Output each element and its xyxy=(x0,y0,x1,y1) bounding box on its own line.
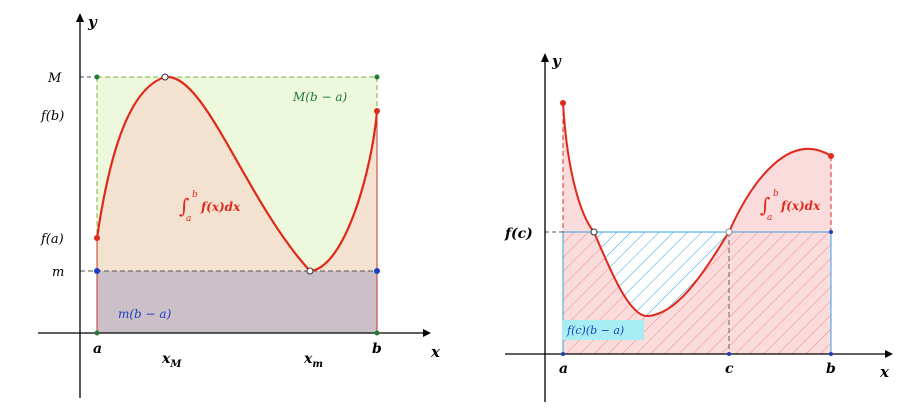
tick-label-c: c xyxy=(725,361,734,377)
point-m-left xyxy=(94,268,100,274)
integral-sign: ∫ xyxy=(760,193,770,217)
integral-sign: ∫ xyxy=(179,194,189,218)
tick-label-fc: f(c) xyxy=(504,226,533,242)
tick-label-a: a xyxy=(559,361,568,377)
rect-label: f(c)(b − a) xyxy=(566,324,624,337)
tick-label-xM: xM xyxy=(161,351,182,370)
point-a xyxy=(561,352,565,356)
x-axis-arrow xyxy=(423,329,431,337)
lower-rectangle xyxy=(97,271,377,333)
integral-lower-bound: a xyxy=(186,214,191,224)
right-y-axis-label: y xyxy=(551,52,562,70)
integral-expression: f(x)dx xyxy=(780,199,821,213)
point-a xyxy=(94,330,100,336)
integral-expression: f(x)dx xyxy=(200,200,241,214)
rect-label-bg xyxy=(562,320,644,340)
tick-label-xm: xm xyxy=(303,351,323,370)
point-min xyxy=(306,267,314,275)
right-integral-label: ∫ b a f(x)dx xyxy=(760,189,821,223)
point-fa xyxy=(94,235,100,241)
right-x-axis-label: x xyxy=(879,363,890,381)
tick-label-b: b xyxy=(372,341,382,357)
point-fb xyxy=(828,153,834,159)
tick-label-a: a xyxy=(93,341,102,357)
tick-label-M: M xyxy=(47,71,62,86)
point-M-corner-right xyxy=(374,74,380,80)
point-c xyxy=(727,352,731,356)
rectangle-excess-hatch-lines xyxy=(594,232,729,317)
y-axis-arrow xyxy=(76,13,84,22)
integral-upper-bound: b xyxy=(192,190,198,200)
point-b xyxy=(374,330,380,336)
point-max xyxy=(161,73,169,81)
left-y-axis-label: y xyxy=(87,13,98,31)
function-curve xyxy=(95,75,379,273)
y-axis-arrow xyxy=(541,53,549,62)
point-fb xyxy=(374,108,380,114)
tick-label-fb: f(b) xyxy=(40,109,64,124)
point-fa xyxy=(560,100,566,106)
function-curve xyxy=(562,102,832,318)
upper-rect-label: M(b − a) xyxy=(292,90,347,104)
point-m-right xyxy=(374,268,380,274)
lower-rect-label: m(b − a) xyxy=(118,307,172,321)
point-intersect-1 xyxy=(590,228,598,236)
point-M-corner-left xyxy=(94,74,100,80)
left-integral-label: ∫ b a f(x)dx xyxy=(179,190,241,224)
point-b xyxy=(829,352,833,356)
tick-label-b: b xyxy=(826,361,836,377)
left-diagram: y x M f(b) f(a) m a xM xm b M(b − a) m(b… xyxy=(38,13,441,398)
tick-label-fa: f(a) xyxy=(40,232,64,247)
integral-upper-bound: b xyxy=(773,189,779,199)
point-intersect-c xyxy=(725,228,733,236)
right-diagram: f(c)(b − a) y x f(c) a c b ∫ b a f(x)dx xyxy=(504,52,893,402)
left-x-axis-label: x xyxy=(430,343,441,361)
integral-lower-bound: a xyxy=(767,213,772,223)
point-corner-b-top xyxy=(829,230,833,234)
tick-label-m: m xyxy=(52,265,64,280)
x-axis-arrow xyxy=(885,350,893,358)
